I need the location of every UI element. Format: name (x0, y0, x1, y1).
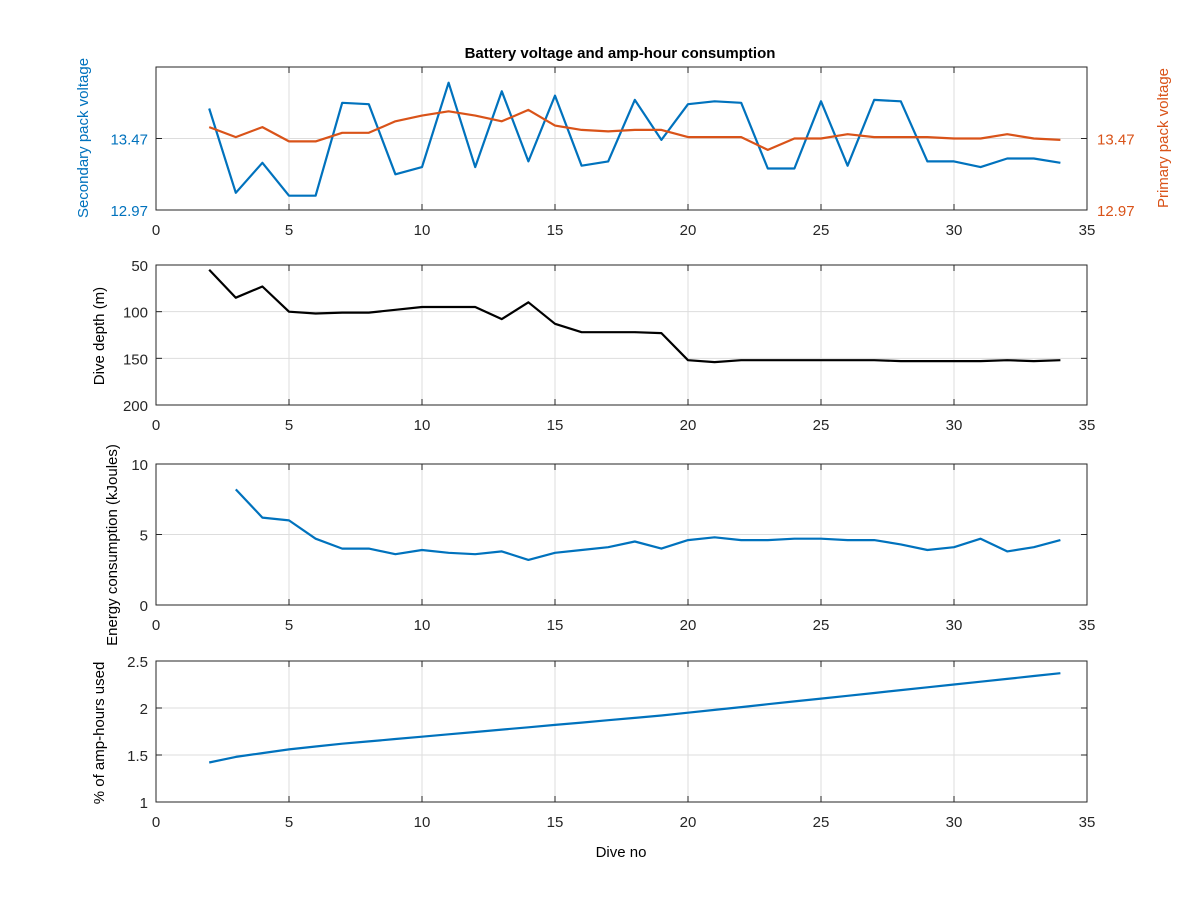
amp-hours-ylabel: % of amp-hours used (91, 662, 108, 805)
depth-x-tick-label: 35 (1079, 417, 1096, 434)
depth-x-tick-label: 5 (285, 417, 293, 434)
depth-x-tick-label: 0 (152, 417, 160, 434)
depth-series-0-line (208, 268, 1061, 364)
depth-y-tick-label: 200 (123, 398, 148, 415)
depth-x-tick-label: 15 (547, 417, 564, 434)
voltage-x-tick-label: 20 (680, 222, 697, 239)
depth-x-tick-label: 20 (680, 417, 697, 434)
amp-hours-x-tick-label: 15 (547, 814, 564, 831)
amp-hours-y-tick-label: 1.5 (127, 748, 148, 765)
primary-voltage-ylabel: Primary pack voltage (1155, 68, 1172, 208)
energy-x-tick-label: 15 (547, 617, 564, 634)
depth-y-tick-label: 50 (131, 258, 148, 275)
voltage-y-tick-label: 13.47 (110, 132, 148, 149)
amp-hours-series-0-line (208, 672, 1061, 764)
depth-y-tick-label: 150 (123, 351, 148, 368)
amp-hours-x-tick-label: 35 (1079, 814, 1096, 831)
depth-y-tick-label: 100 (123, 305, 148, 322)
energy-x-tick-label: 0 (152, 617, 160, 634)
energy-y-tick-label: 10 (131, 457, 148, 474)
depth-x-tick-label: 10 (414, 417, 431, 434)
depth-x-tick-label: 25 (813, 417, 830, 434)
amp-hours-y-tick-label: 1 (140, 795, 148, 812)
energy-x-tick-label: 20 (680, 617, 697, 634)
energy-x-tick-label: 25 (813, 617, 830, 634)
voltage-right-y-tick-label: 12.97 (1097, 203, 1135, 220)
voltage-right-y-tick-label: 13.47 (1097, 132, 1135, 149)
depth-axes-box (155, 264, 1088, 406)
amp-hours-axes-box (155, 660, 1088, 803)
voltage-x-tick-label: 5 (285, 222, 293, 239)
energy-x-tick-label: 5 (285, 617, 293, 634)
voltage-x-tick-label: 25 (813, 222, 830, 239)
amp-hours-x-tick-label: 10 (414, 814, 431, 831)
depth-ylabel: Dive depth (m) (91, 287, 108, 385)
amp-hours-y-tick-label: 2 (140, 701, 148, 718)
voltage-x-tick-label: 35 (1079, 222, 1096, 239)
voltage-x-tick-label: 0 (152, 222, 160, 239)
amp-hours-x-tick-label: 30 (946, 814, 963, 831)
energy-ylabel: Energy consumption (kJoules) (104, 444, 121, 646)
voltage-x-tick-label: 10 (414, 222, 431, 239)
amp-hours-x-tick-label: 20 (680, 814, 697, 831)
voltage-x-tick-label: 15 (547, 222, 564, 239)
depth-panel: 0 5 10 15 20 25 30 35 50 100 150 200 (123, 258, 1095, 434)
voltage-series-0-line (208, 81, 1061, 197)
amp-hours-x-tick-label: 0 (152, 814, 160, 831)
energy-panel: 0 5 10 15 20 25 30 35 0 5 10 (131, 457, 1095, 634)
voltage-series-1-line (208, 108, 1061, 151)
energy-x-tick-label: 30 (946, 617, 963, 634)
energy-y-tick-label: 0 (140, 598, 148, 615)
x-axis-label: Dive no (596, 844, 647, 861)
energy-x-tick-label: 35 (1079, 617, 1096, 634)
chart-title: Battery voltage and amp-hour consumption (465, 45, 776, 62)
amp-hours-y-tick-label: 2.5 (127, 654, 148, 671)
depth-x-tick-label: 30 (946, 417, 963, 434)
energy-series-0-line (234, 488, 1061, 562)
amp-hours-x-tick-label: 25 (813, 814, 830, 831)
voltage-y-tick-label: 12.97 (110, 203, 148, 220)
energy-x-tick-label: 10 (414, 617, 431, 634)
energy-y-tick-label: 5 (140, 528, 148, 545)
amp-hours-panel: 0 5 10 15 20 25 30 35 1 1.5 2 2.5 (127, 654, 1095, 831)
voltage-x-tick-label: 30 (946, 222, 963, 239)
secondary-voltage-ylabel: Secondary pack voltage (75, 58, 92, 218)
amp-hours-x-tick-label: 5 (285, 814, 293, 831)
